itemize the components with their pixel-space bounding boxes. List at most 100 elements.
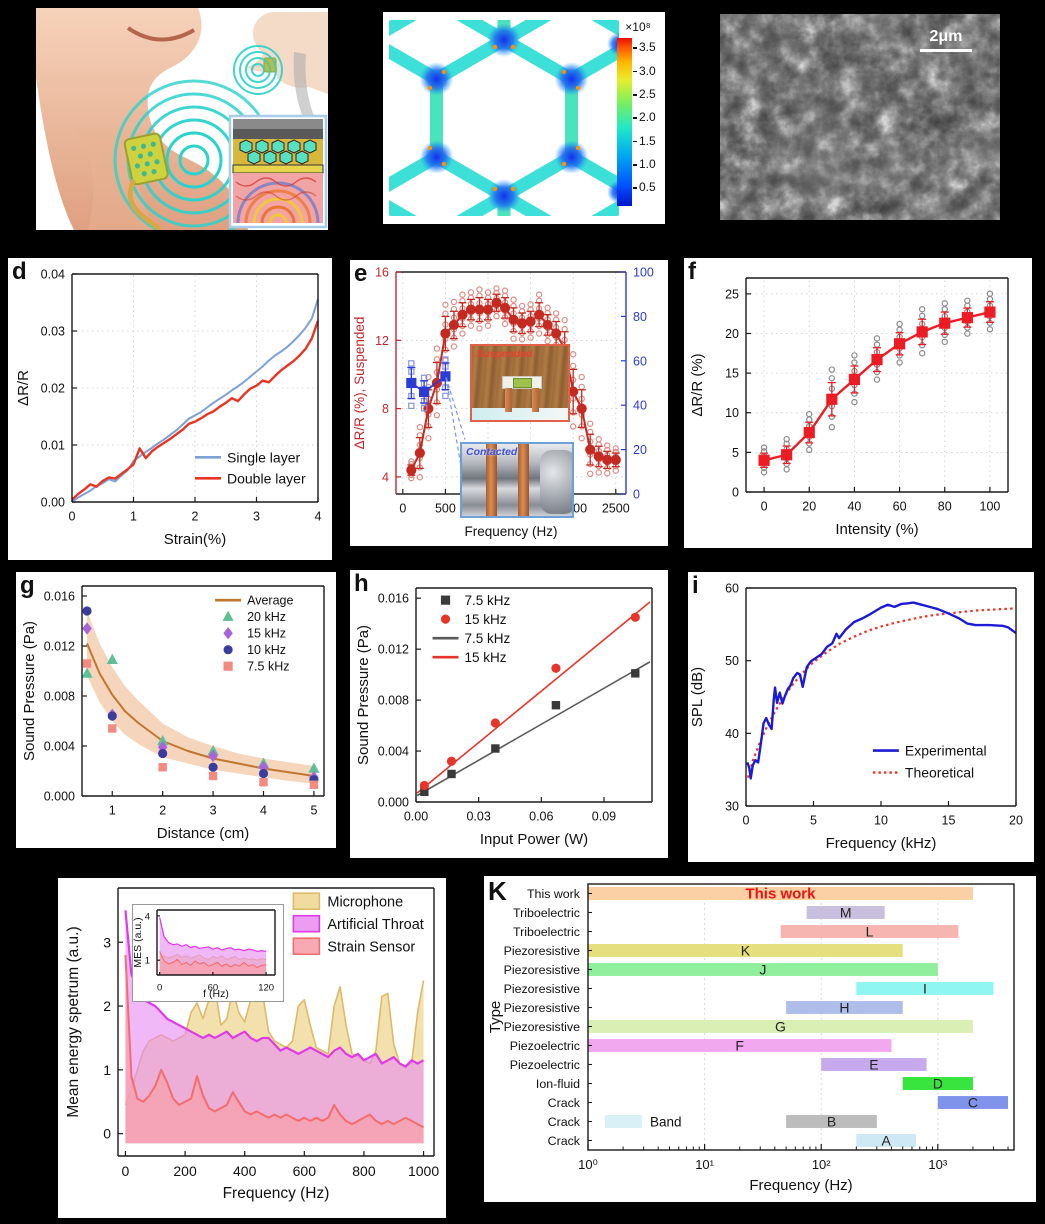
svg-text:Frequency (Hz): Frequency (Hz) [749,1177,852,1194]
svg-text:0: 0 [399,502,406,516]
svg-text:60: 60 [633,354,647,368]
svg-text:Piezoresistive: Piezoresistive [504,1001,581,1015]
contacted-inset-label: Contacted [466,446,518,458]
svg-text:4: 4 [145,911,150,922]
panel-k-chart: This work This work M Triboelectric L Triboel… [484,876,1036,1202]
panel-c-sem-image: 2μm [720,14,1000,220]
svg-text:0.00: 0.00 [41,496,65,510]
svg-text:80: 80 [938,500,952,514]
svg-text:100: 100 [633,266,654,280]
svg-text:3: 3 [210,804,217,818]
svg-text:0.01: 0.01 [41,439,65,453]
svg-text:0.004: 0.004 [378,745,409,759]
svg-text:Sound Pressure (Pa): Sound Pressure (Pa) [21,621,38,761]
svg-text:2: 2 [192,510,199,524]
svg-text:15 kHz: 15 kHz [465,612,507,627]
svg-text:20: 20 [725,327,739,341]
svg-text:Artificial Throat: Artificial Throat [327,917,423,933]
svg-text:Strain(%): Strain(%) [164,531,227,548]
svg-text:1: 1 [145,956,150,967]
svg-text:5: 5 [810,814,817,828]
svg-text:200: 200 [173,1163,197,1179]
hexagonal-lattice-simulation [389,20,619,216]
svg-text:Piezoelectric: Piezoelectric [510,1039,580,1053]
colorbar-tick: 2.5 [633,88,656,100]
svg-text:0.008: 0.008 [44,690,75,704]
svg-text:10: 10 [874,814,888,828]
panel-h-label: h [354,570,369,597]
svg-text:ΔR/R: ΔR/R [15,370,32,406]
svg-text:Triboelectric: Triboelectric [513,925,580,939]
scale-bar-text: 2μm [929,28,963,45]
svg-text:0: 0 [761,500,768,514]
svg-text:1: 1 [130,510,137,524]
svg-text:15 kHz: 15 kHz [247,627,286,641]
colorbar-multiplier: ×10⁸ [625,20,651,34]
svg-text:D: D [933,1076,943,1092]
svg-text:3: 3 [253,510,260,524]
svg-text:0.00: 0.00 [404,810,428,824]
svg-text:Frequency (kHz): Frequency (kHz) [826,835,937,852]
panel-i-card: i 0 5 10 15 20 30 40 50 60 Frequency (kHz) SPL (dB… [688,572,1034,862]
svg-text:4: 4 [382,470,389,484]
svg-text:C: C [968,1095,978,1111]
svg-text:10: 10 [725,406,739,420]
svg-text:Type: Type [487,1001,504,1034]
svg-text:600: 600 [293,1163,317,1179]
svg-text:1: 1 [103,1062,111,1078]
material-layers-inset [228,114,328,229]
svg-text:Experimental: Experimental [905,743,987,759]
colorbar-tick: 3.5 [633,41,656,53]
svg-text:12: 12 [375,334,389,348]
svg-text:7.5 kHz: 7.5 kHz [465,631,511,646]
panel-g-label: g [20,572,35,599]
svg-text:0.008: 0.008 [378,694,409,708]
svg-text:I: I [923,981,927,997]
panel-g-chart: 1 2 3 4 5 0.000 0.004 0.008 0.012 0.016 Distance (… [16,572,336,848]
svg-text:0: 0 [103,1126,111,1142]
colorbar-tick: 3.0 [633,65,656,77]
svg-text:0: 0 [732,486,739,500]
svg-text:1: 1 [109,804,116,818]
svg-text:f (Hz): f (Hz) [203,988,229,999]
svg-text:40: 40 [725,727,739,741]
svg-text:2: 2 [159,804,166,818]
svg-text:Theoretical: Theoretical [905,765,974,781]
svg-text:Distance (cm): Distance (cm) [157,825,250,842]
svg-text:20: 20 [1009,814,1023,828]
svg-text:10⁰: 10⁰ [578,1157,598,1172]
stress-hotspots [427,44,581,192]
svg-text:0.09: 0.09 [592,810,616,824]
svg-text:0: 0 [743,814,750,828]
svg-text:40: 40 [847,500,861,514]
throat-device [123,132,169,186]
svg-text:L: L [866,924,874,940]
svg-text:15: 15 [725,367,739,381]
panel-d-label: d [12,258,27,285]
svg-text:H: H [839,1000,849,1016]
panel-f-label: f [688,258,696,285]
svg-text:Crack: Crack [548,1134,581,1148]
svg-text:4: 4 [260,804,267,818]
svg-text:16: 16 [375,266,389,280]
svg-text:15 kHz: 15 kHz [465,650,507,665]
svg-text:0: 0 [157,983,162,994]
panel-g-card: g 1 2 3 4 5 0.000 0.004 0.008 0.012 0.016 Distance… [16,572,336,848]
svg-text:Intensity (%): Intensity (%) [835,521,918,538]
svg-text:0.000: 0.000 [378,796,409,810]
svg-text:40: 40 [633,399,647,413]
svg-text:50: 50 [725,654,739,668]
svg-text:2: 2 [103,998,111,1014]
svg-text:60: 60 [893,500,907,514]
svg-text:Frequency (Hz): Frequency (Hz) [223,1185,330,1202]
svg-text:Piezoresistive: Piezoresistive [504,1020,581,1034]
svg-text:Strain Sensor: Strain Sensor [327,939,415,955]
svg-text:MES (a.u.): MES (a.u.) [133,917,144,967]
svg-text:Crack: Crack [548,1115,581,1129]
svg-text:Mean energy spetrum (a.u.): Mean energy spetrum (a.u.) [65,926,82,1117]
svg-text:0.012: 0.012 [44,640,75,654]
svg-text:7.5 kHz: 7.5 kHz [465,593,511,608]
svg-text:Microphone: Microphone [327,894,403,910]
colorbar: ×10⁸ 3.5 3.0 2.5 2.0 1.5 1.0 0.5 [615,20,661,218]
svg-text:This work: This work [527,887,581,901]
